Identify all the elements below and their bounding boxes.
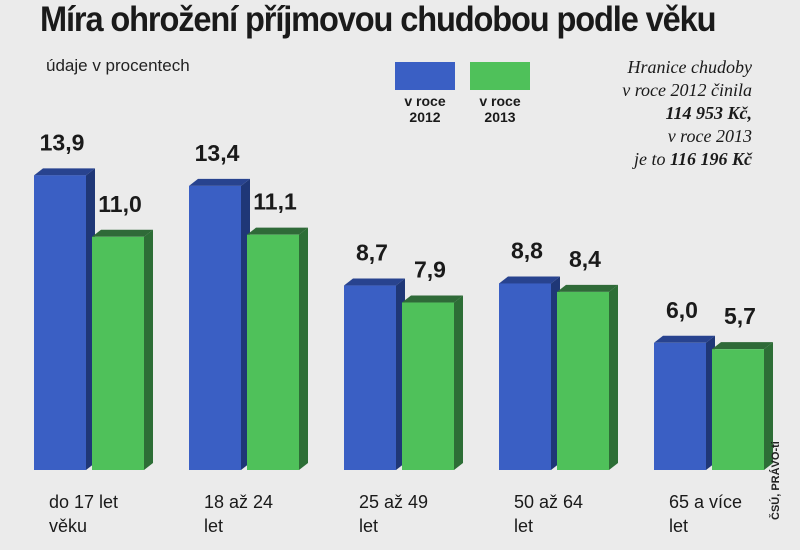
bar-front <box>557 291 609 470</box>
legend-label-2013: v roce 2013 <box>479 93 521 125</box>
legend-label-2012: v roce 2012 <box>404 93 446 125</box>
legend-swatch-2013 <box>470 62 530 90</box>
bar-top <box>654 335 715 343</box>
bar-2013-1 <box>247 227 308 470</box>
value-label: 8,8 <box>511 237 543 263</box>
value-label: 6,0 <box>666 297 698 323</box>
source-credit: ČSÚ, PRÁVO-ti <box>770 441 782 520</box>
bar-2012-0 <box>34 168 95 470</box>
bar-side <box>609 284 618 470</box>
poverty-threshold-note: Hranice chudoby v roce 2012 činila 114 9… <box>622 57 752 169</box>
category-label: do 17 let věku <box>49 492 119 536</box>
bar-2013-0 <box>92 229 153 470</box>
bar-2012-2 <box>344 278 405 470</box>
bar-front <box>654 342 706 470</box>
bar-side <box>299 227 308 470</box>
bar-2012-1 <box>189 178 250 471</box>
value-label: 11,1 <box>253 189 297 215</box>
bar-top <box>402 295 463 303</box>
value-label: 11,0 <box>98 191 142 217</box>
value-label: 13,9 <box>40 129 85 155</box>
bar-top <box>557 284 618 292</box>
value-label: 7,9 <box>414 257 446 283</box>
bar-front <box>402 302 454 470</box>
chart-title: Míra ohrožení příjmovou chudobou podle v… <box>40 0 716 39</box>
bar-2013-3 <box>557 284 618 470</box>
bar-front <box>92 236 144 470</box>
bar-2013-4 <box>712 342 773 470</box>
bar-front <box>712 349 764 470</box>
value-label: 8,4 <box>569 246 601 272</box>
category-label: 18 až 24 let <box>204 492 274 536</box>
bar-side <box>764 342 773 470</box>
bar-top <box>92 229 153 237</box>
bar-front <box>34 175 86 470</box>
value-label: 5,7 <box>724 303 756 329</box>
legend-swatch-2012 <box>395 62 455 90</box>
bar-top <box>499 276 560 284</box>
bar-2012-4 <box>654 335 715 470</box>
bar-front <box>247 234 299 470</box>
category-label: 65 a více let <box>669 492 743 536</box>
bar-front <box>499 283 551 470</box>
bar-top <box>189 178 250 186</box>
value-label: 8,7 <box>356 240 388 266</box>
bar-2012-3 <box>499 276 560 470</box>
bar-top <box>712 342 773 350</box>
bar-side <box>454 295 463 470</box>
category-label: 50 až 64 let <box>514 492 584 536</box>
bar-front <box>189 185 241 471</box>
bar-side <box>144 229 153 470</box>
bar-front <box>344 285 396 470</box>
bar-top <box>344 278 405 286</box>
chart-subtitle: údaje v procentech <box>46 56 190 75</box>
category-label: 25 až 49 let <box>359 492 429 536</box>
value-label: 13,4 <box>195 140 240 166</box>
bar-2013-2 <box>402 295 463 470</box>
bar-top <box>34 168 95 176</box>
bar-top <box>247 227 308 235</box>
